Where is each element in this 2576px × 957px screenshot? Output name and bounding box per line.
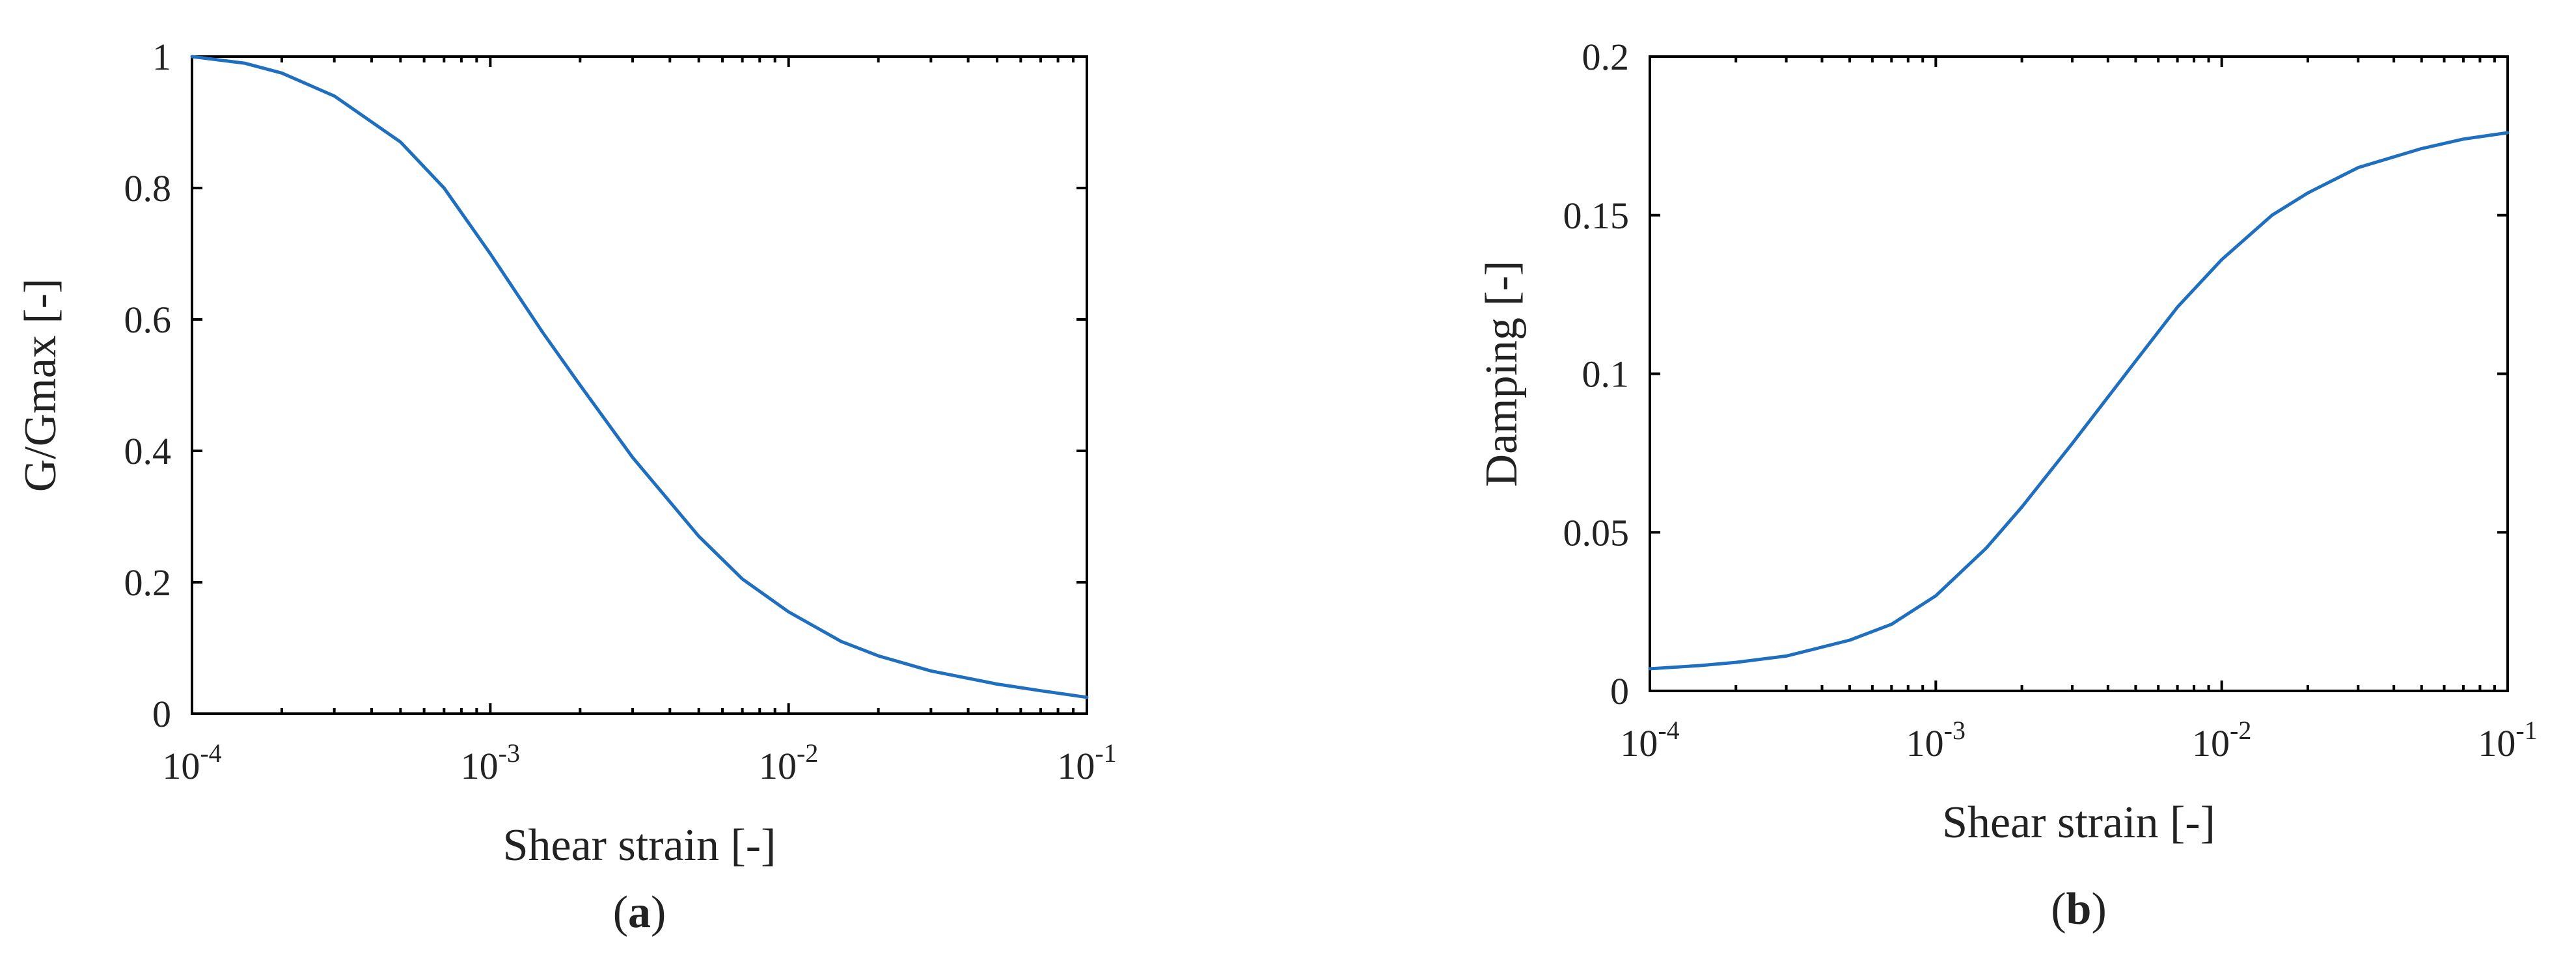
- panel-b-chart: 0 0.05 0.1 0.15 0.2 10-4 10-3 10-2 10-1 Shear str…: [1477, 36, 2538, 934]
- y-tick-label: 0.05: [1563, 511, 1630, 554]
- y-tick-label: 1: [152, 36, 171, 78]
- y-tick-label: 0.4: [124, 430, 172, 472]
- panel-a-chart: 0 0.2 0.4 0.6 0.8 1 10-4 10-3 10-2 10-1 Shear stra…: [16, 36, 1117, 937]
- x-tick-label: 10-3: [461, 738, 520, 787]
- y-tick-label: 0.2: [124, 561, 172, 604]
- y-axis-title: Damping [-]: [1477, 261, 1527, 487]
- x-tick-label: 10-1: [1057, 738, 1116, 787]
- panel-label: (b): [2051, 884, 2107, 934]
- x-tick-label: 10-2: [759, 738, 818, 787]
- x-tick-label: 10-4: [1620, 716, 1679, 764]
- y-tick-label: 0.8: [124, 167, 172, 209]
- y-axis-title: G/Gmax [-]: [16, 278, 66, 492]
- y-tick-label: 0.15: [1563, 195, 1630, 237]
- series-line: [1648, 131, 2510, 671]
- panel-label: (a): [613, 887, 666, 937]
- plot-frame: [191, 55, 1088, 715]
- y-tick-label: 0.1: [1582, 353, 1630, 396]
- y-tick-label: 0: [152, 693, 171, 735]
- x-tick-label: 10-2: [2192, 716, 2251, 764]
- x-axis-title: Shear strain [-]: [503, 820, 776, 870]
- series-line: [190, 55, 1089, 699]
- y-tick-label: 0.2: [1582, 36, 1630, 78]
- x-tick-label: 10-3: [1906, 716, 1966, 764]
- x-axis-title: Shear strain [-]: [1942, 798, 2215, 848]
- x-tick-label: 10-1: [2478, 716, 2537, 764]
- y-tick-label: 0: [1610, 670, 1629, 712]
- y-tick-label: 0.6: [124, 299, 172, 341]
- x-tick-label: 10-4: [162, 738, 221, 787]
- plot-frame: [1649, 55, 2509, 692]
